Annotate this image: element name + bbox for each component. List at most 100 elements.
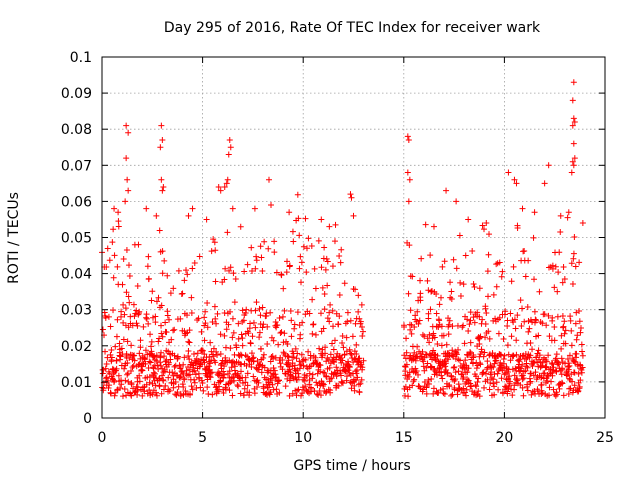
data-point [250, 373, 257, 380]
data-point [144, 263, 151, 270]
data-point [280, 285, 287, 292]
data-point [217, 187, 224, 194]
data-point [299, 390, 306, 397]
data-point [356, 355, 363, 362]
data-point [545, 352, 552, 359]
data-point [135, 241, 142, 248]
data-point [460, 374, 467, 381]
data-point [204, 300, 211, 307]
data-point [113, 357, 120, 364]
data-point [250, 319, 257, 326]
data-point [259, 267, 266, 274]
data-point [202, 308, 209, 315]
data-point [546, 384, 553, 391]
data-point [267, 389, 274, 396]
data-point [321, 244, 328, 251]
data-point [511, 316, 518, 323]
data-point [345, 367, 352, 374]
data-point [326, 364, 333, 371]
data-point [178, 291, 185, 298]
data-point [440, 390, 447, 397]
data-point [196, 253, 203, 260]
data-point [107, 351, 114, 358]
data-point [130, 385, 137, 392]
data-point [579, 364, 586, 371]
data-point [327, 389, 334, 396]
data-point [159, 248, 166, 255]
data-points [99, 79, 586, 400]
data-point [312, 331, 319, 338]
data-point [214, 310, 221, 317]
data-point [576, 308, 583, 315]
data-point [405, 290, 412, 297]
data-point [229, 205, 236, 212]
data-point [286, 262, 293, 269]
data-point [198, 347, 205, 354]
axis-ticks: 0 5 10 15 20 25 0 0.01 0.02 0.03 0.04 0.05 0.06 0.07 0… [61, 50, 614, 446]
data-point [103, 374, 110, 381]
data-point [407, 307, 414, 314]
y-tick-label: 0.01 [61, 375, 92, 391]
data-point [441, 390, 448, 397]
data-point [403, 349, 410, 356]
data-point [242, 309, 249, 316]
data-point [337, 259, 344, 266]
data-point [499, 268, 506, 275]
data-point [128, 367, 135, 374]
data-point [479, 222, 486, 229]
data-point [493, 379, 500, 386]
data-point [569, 158, 576, 165]
data-point [239, 342, 246, 349]
data-point [208, 248, 215, 255]
data-point [468, 383, 475, 390]
data-point [554, 391, 561, 398]
data-point [120, 336, 127, 343]
data-point [177, 315, 184, 322]
data-point [153, 357, 160, 364]
data-point [515, 364, 522, 371]
data-point [514, 312, 521, 319]
data-point [482, 305, 489, 312]
data-point [260, 351, 267, 358]
data-point [356, 389, 363, 396]
data-point [188, 383, 195, 390]
data-point [159, 137, 166, 144]
data-point [119, 281, 126, 288]
data-point [548, 378, 555, 385]
data-point [321, 306, 328, 313]
data-point [244, 261, 251, 268]
data-point [428, 376, 435, 383]
data-point [137, 337, 144, 344]
data-point [305, 235, 312, 242]
data-point [403, 335, 410, 342]
data-point [294, 191, 301, 198]
data-point [308, 385, 315, 392]
data-point [488, 375, 495, 382]
data-point [220, 374, 227, 381]
data-point [498, 375, 505, 382]
data-point [562, 327, 569, 334]
data-point [226, 137, 233, 144]
data-point [466, 321, 473, 328]
data-point [139, 360, 146, 367]
data-point [270, 337, 277, 344]
data-point [229, 334, 236, 341]
data-point [430, 347, 437, 354]
data-point [353, 377, 360, 384]
data-point [530, 234, 537, 241]
data-point [449, 347, 456, 354]
data-point [423, 390, 430, 397]
data-point [294, 350, 301, 357]
data-point [217, 377, 224, 384]
data-point [406, 369, 413, 376]
data-point [422, 221, 429, 228]
data-point [434, 352, 441, 359]
data-point [579, 352, 586, 359]
data-point [233, 344, 240, 351]
data-point [329, 340, 336, 347]
data-point [448, 392, 455, 399]
data-point [102, 365, 109, 372]
data-point [559, 279, 566, 286]
data-point [412, 312, 419, 319]
data-point [254, 384, 261, 391]
